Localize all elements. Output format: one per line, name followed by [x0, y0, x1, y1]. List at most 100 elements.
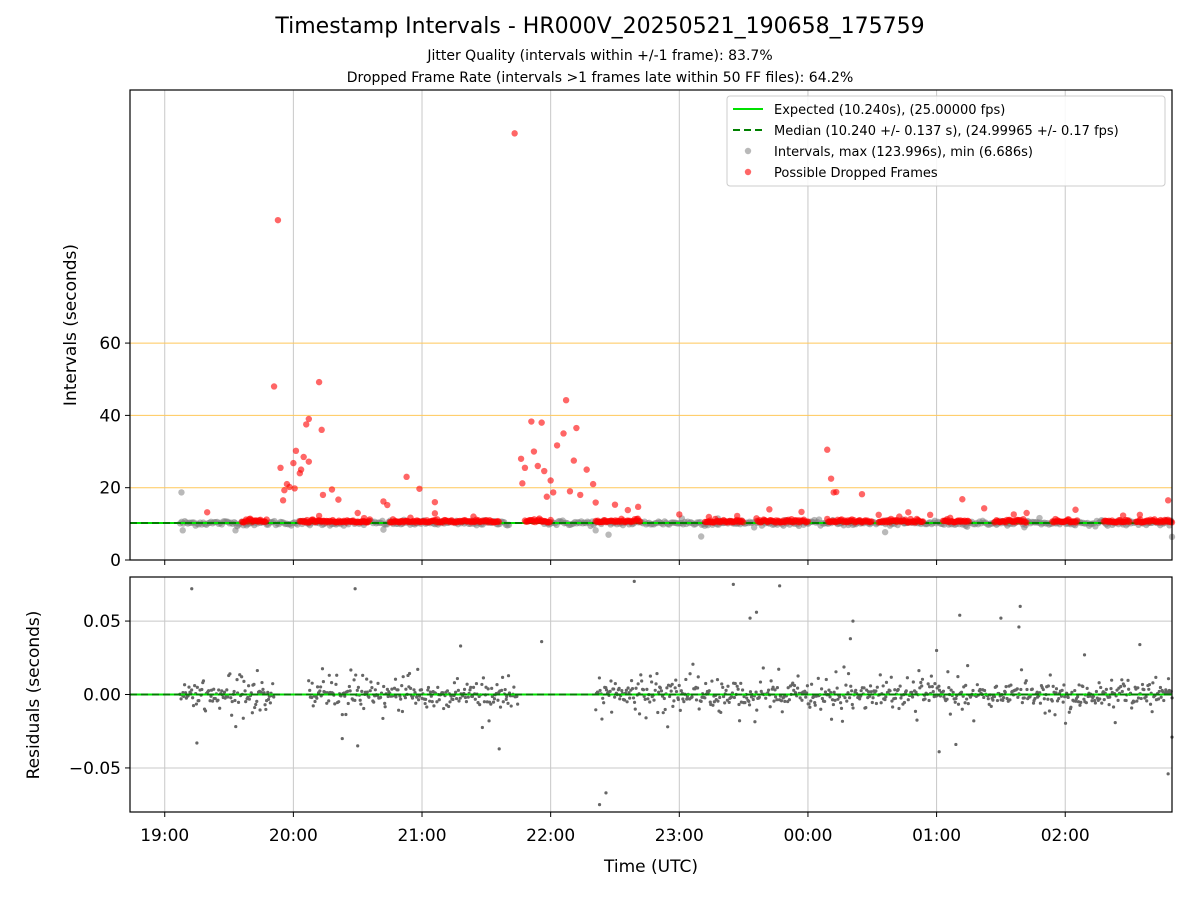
residual-point — [715, 678, 720, 682]
residual-point — [753, 720, 757, 724]
residual-point — [994, 684, 999, 688]
residual-point — [757, 695, 761, 699]
residual-point — [889, 675, 893, 679]
residual-point — [419, 688, 424, 692]
residual-point — [676, 697, 680, 702]
residual-point — [271, 682, 275, 686]
interval-point — [1036, 514, 1043, 522]
residual-point — [672, 699, 676, 703]
residual-point — [1038, 701, 1043, 705]
residual-point — [463, 695, 468, 700]
residual-point — [726, 684, 730, 688]
residual-point — [919, 680, 923, 685]
residual-point — [232, 689, 236, 694]
dropped-frame-point — [959, 496, 966, 503]
residual-point — [403, 696, 408, 700]
dropped-frame-point — [470, 513, 477, 520]
residual-point — [774, 695, 778, 699]
residual-point — [629, 679, 634, 683]
residual-point — [650, 680, 654, 684]
residual-point — [1102, 698, 1106, 702]
residual-point — [1107, 703, 1111, 707]
residual-point — [247, 697, 251, 701]
residual-point — [653, 688, 657, 692]
residual-point — [359, 702, 363, 706]
dropped-frame-point — [511, 130, 518, 137]
residual-point — [792, 688, 796, 692]
residual-point — [721, 694, 726, 699]
residual-point — [613, 695, 617, 699]
chart-subtitle-jitter: Jitter Quality (intervals within +/-1 fr… — [427, 48, 773, 64]
residual-point — [937, 750, 941, 754]
residual-point — [313, 699, 317, 704]
x-tick-label: 01:00 — [912, 826, 961, 846]
residual-point — [963, 701, 967, 705]
residual-point — [1085, 686, 1089, 690]
residual-point — [1041, 687, 1045, 692]
residual-point — [367, 695, 371, 699]
residual-point — [905, 676, 909, 680]
residual-point — [1001, 696, 1006, 700]
interval-point — [881, 528, 889, 536]
residual-point — [207, 689, 211, 693]
residual-point — [247, 684, 251, 688]
residual-point — [1054, 687, 1059, 691]
residual-point — [470, 694, 475, 699]
residual-point — [182, 683, 187, 687]
residual-point — [618, 697, 622, 701]
residual-point — [954, 696, 958, 701]
residual-point — [648, 700, 652, 704]
residual-point — [225, 688, 229, 692]
residual-point — [1063, 695, 1067, 699]
residual-point — [415, 695, 419, 699]
residual-point — [383, 701, 387, 705]
residual-point — [372, 700, 376, 704]
residual-point — [893, 696, 898, 700]
dropped-frame-point — [733, 512, 741, 520]
residual-point — [1078, 703, 1082, 707]
residual-point — [742, 695, 746, 699]
dropped-frame-point — [521, 464, 529, 472]
residual-point — [942, 695, 946, 699]
residual-point — [1077, 683, 1081, 687]
dropped-frame-point — [315, 512, 323, 520]
dropped-frame-point — [292, 447, 300, 455]
residual-point — [1099, 685, 1103, 690]
residual-point — [500, 675, 505, 679]
residual-point — [1132, 700, 1136, 704]
residual-point — [604, 791, 608, 795]
residual-point — [190, 688, 194, 692]
residual-point — [1046, 697, 1050, 701]
residual-point — [327, 699, 331, 703]
residual-point — [448, 700, 452, 704]
residual-point — [423, 701, 427, 706]
residual-point — [868, 684, 873, 688]
residual-point — [775, 686, 780, 690]
residual-point — [447, 704, 451, 709]
residual-point — [800, 698, 804, 702]
dropped-frame-point — [634, 503, 642, 511]
residual-point — [946, 670, 950, 674]
residual-point — [699, 699, 703, 704]
residual-point — [793, 690, 798, 695]
residual-point — [704, 681, 708, 686]
residual-point — [1003, 690, 1007, 694]
residual-point — [1024, 679, 1028, 683]
residual-point — [710, 679, 714, 683]
residual-point — [835, 686, 839, 690]
residual-point — [787, 698, 791, 702]
residual-point — [319, 685, 323, 689]
residual-point — [679, 689, 683, 693]
residual-point — [854, 688, 858, 692]
residual-point — [268, 701, 272, 705]
residual-point — [902, 700, 907, 705]
residual-point — [764, 696, 768, 700]
dropped-frame-point — [279, 497, 287, 504]
interval-point — [592, 527, 599, 534]
residual-point — [920, 677, 925, 681]
dropped-frame-point — [328, 486, 336, 493]
residual-point — [937, 684, 941, 688]
residual-point — [665, 686, 669, 690]
residual-point — [1124, 698, 1128, 703]
residual-point — [866, 690, 871, 694]
